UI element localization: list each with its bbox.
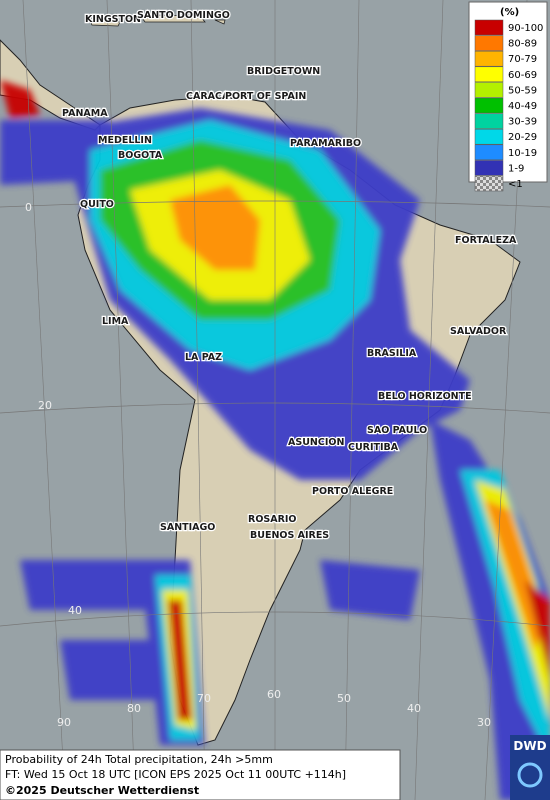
- legend-swatch: [474, 82, 504, 98]
- precip-area: [0, 120, 110, 185]
- legend-label: 10-19: [508, 148, 537, 159]
- city-label: BOGOTA: [118, 150, 163, 161]
- city-label: BELO HORIZONTE: [378, 391, 472, 402]
- city-label: CURITIBA: [348, 442, 399, 453]
- longitude-line: [344, 0, 360, 800]
- lon-label: 90: [57, 716, 71, 729]
- legend: (%) 90-100 80-89 70-79 60-69 50-59 40-49 30-39…: [468, 1, 548, 192]
- city-label: QUITO: [80, 199, 114, 210]
- legend-swatch: [474, 128, 504, 145]
- lon-label: 80: [127, 702, 141, 715]
- legend-swatch: [474, 113, 504, 129]
- legend-label: 50-59: [508, 85, 537, 96]
- city-label: PANAMA: [62, 108, 108, 119]
- legend-swatch: [474, 97, 504, 114]
- legend-label: 80-89: [508, 39, 537, 50]
- city-label: KINGSTON: [85, 14, 141, 25]
- city-label: BRASILIA: [367, 348, 417, 359]
- lat-label: 20: [38, 399, 52, 412]
- city-label: SANTO DOMINGO: [137, 10, 230, 21]
- lon-label: 30: [477, 716, 491, 729]
- legend-swatch: [474, 175, 504, 192]
- longitude-line: [106, 0, 136, 800]
- legend-swatch: [474, 35, 504, 51]
- city-label: PARAMARIBO: [290, 138, 361, 149]
- city-label: PORT OF SPAIN: [225, 91, 306, 102]
- footer-copyright: ©2025 Deutscher Wetterdienst: [5, 784, 199, 797]
- footer-box: [0, 749, 401, 800]
- legend-swatch: [474, 50, 504, 67]
- legend-label: 90-100: [508, 23, 543, 34]
- city-label: SANTIAGO: [160, 522, 215, 533]
- logo: DWD: [510, 735, 550, 800]
- longitude-line: [414, 0, 444, 800]
- footer: Probability of 24h Total precipitation, …: [0, 749, 401, 800]
- legend-label: 40-49: [508, 101, 537, 112]
- legend-label: 60-69: [508, 70, 537, 81]
- lat-label: 0: [25, 201, 32, 214]
- precip-area: [20, 560, 420, 700]
- logo-icon: [517, 762, 543, 788]
- legend-swatch: [474, 160, 504, 176]
- city-label: SALVADOR: [450, 326, 507, 337]
- footer-forecast: FT: Wed 15 Oct 18 UTC [ICON EPS 2025 Oct…: [5, 768, 346, 781]
- legend-label: 20-29: [508, 132, 537, 143]
- logo-text: DWD: [513, 739, 546, 753]
- city-label: LA PAZ: [185, 352, 222, 363]
- lon-label: 50: [337, 692, 351, 705]
- footer-title: Probability of 24h Total precipitation, …: [5, 753, 273, 766]
- legend-label: 1-9: [508, 163, 524, 174]
- legend-swatch: [474, 19, 504, 36]
- lon-label: 70: [197, 692, 211, 705]
- legend-label: <1: [508, 179, 523, 190]
- city-label: ROSARIO: [248, 514, 297, 525]
- lon-label: 40: [407, 702, 421, 715]
- precipitation: [0, 80, 550, 800]
- precip-area: [170, 185, 545, 650]
- precip-area: [155, 470, 550, 760]
- city-label: SAO PAULO: [367, 425, 427, 436]
- city-label: FORTALEZA: [455, 235, 517, 246]
- city-label: LIMA: [102, 316, 129, 327]
- city-label: PORTO ALEGRE: [312, 486, 393, 497]
- city-label: BRIDGETOWN: [247, 66, 320, 77]
- logo-box: [510, 735, 550, 800]
- precip-area: [430, 420, 550, 800]
- lat-label: 40: [68, 604, 82, 617]
- city-label: BUENOS AIRES: [250, 530, 329, 541]
- legend-label: 30-39: [508, 117, 537, 128]
- city-label: CARACAS: [186, 91, 236, 102]
- city-label: MEDELLIN: [98, 135, 152, 146]
- legend-swatch: [474, 66, 504, 83]
- legend-unit: (%): [500, 7, 519, 18]
- lon-label: 60: [267, 688, 281, 701]
- legend-label: 70-79: [508, 54, 537, 65]
- city-label: ASUNCION: [288, 437, 344, 448]
- longitude-line: [22, 0, 66, 800]
- longitude-line: [190, 0, 206, 800]
- legend-swatch: [474, 144, 504, 161]
